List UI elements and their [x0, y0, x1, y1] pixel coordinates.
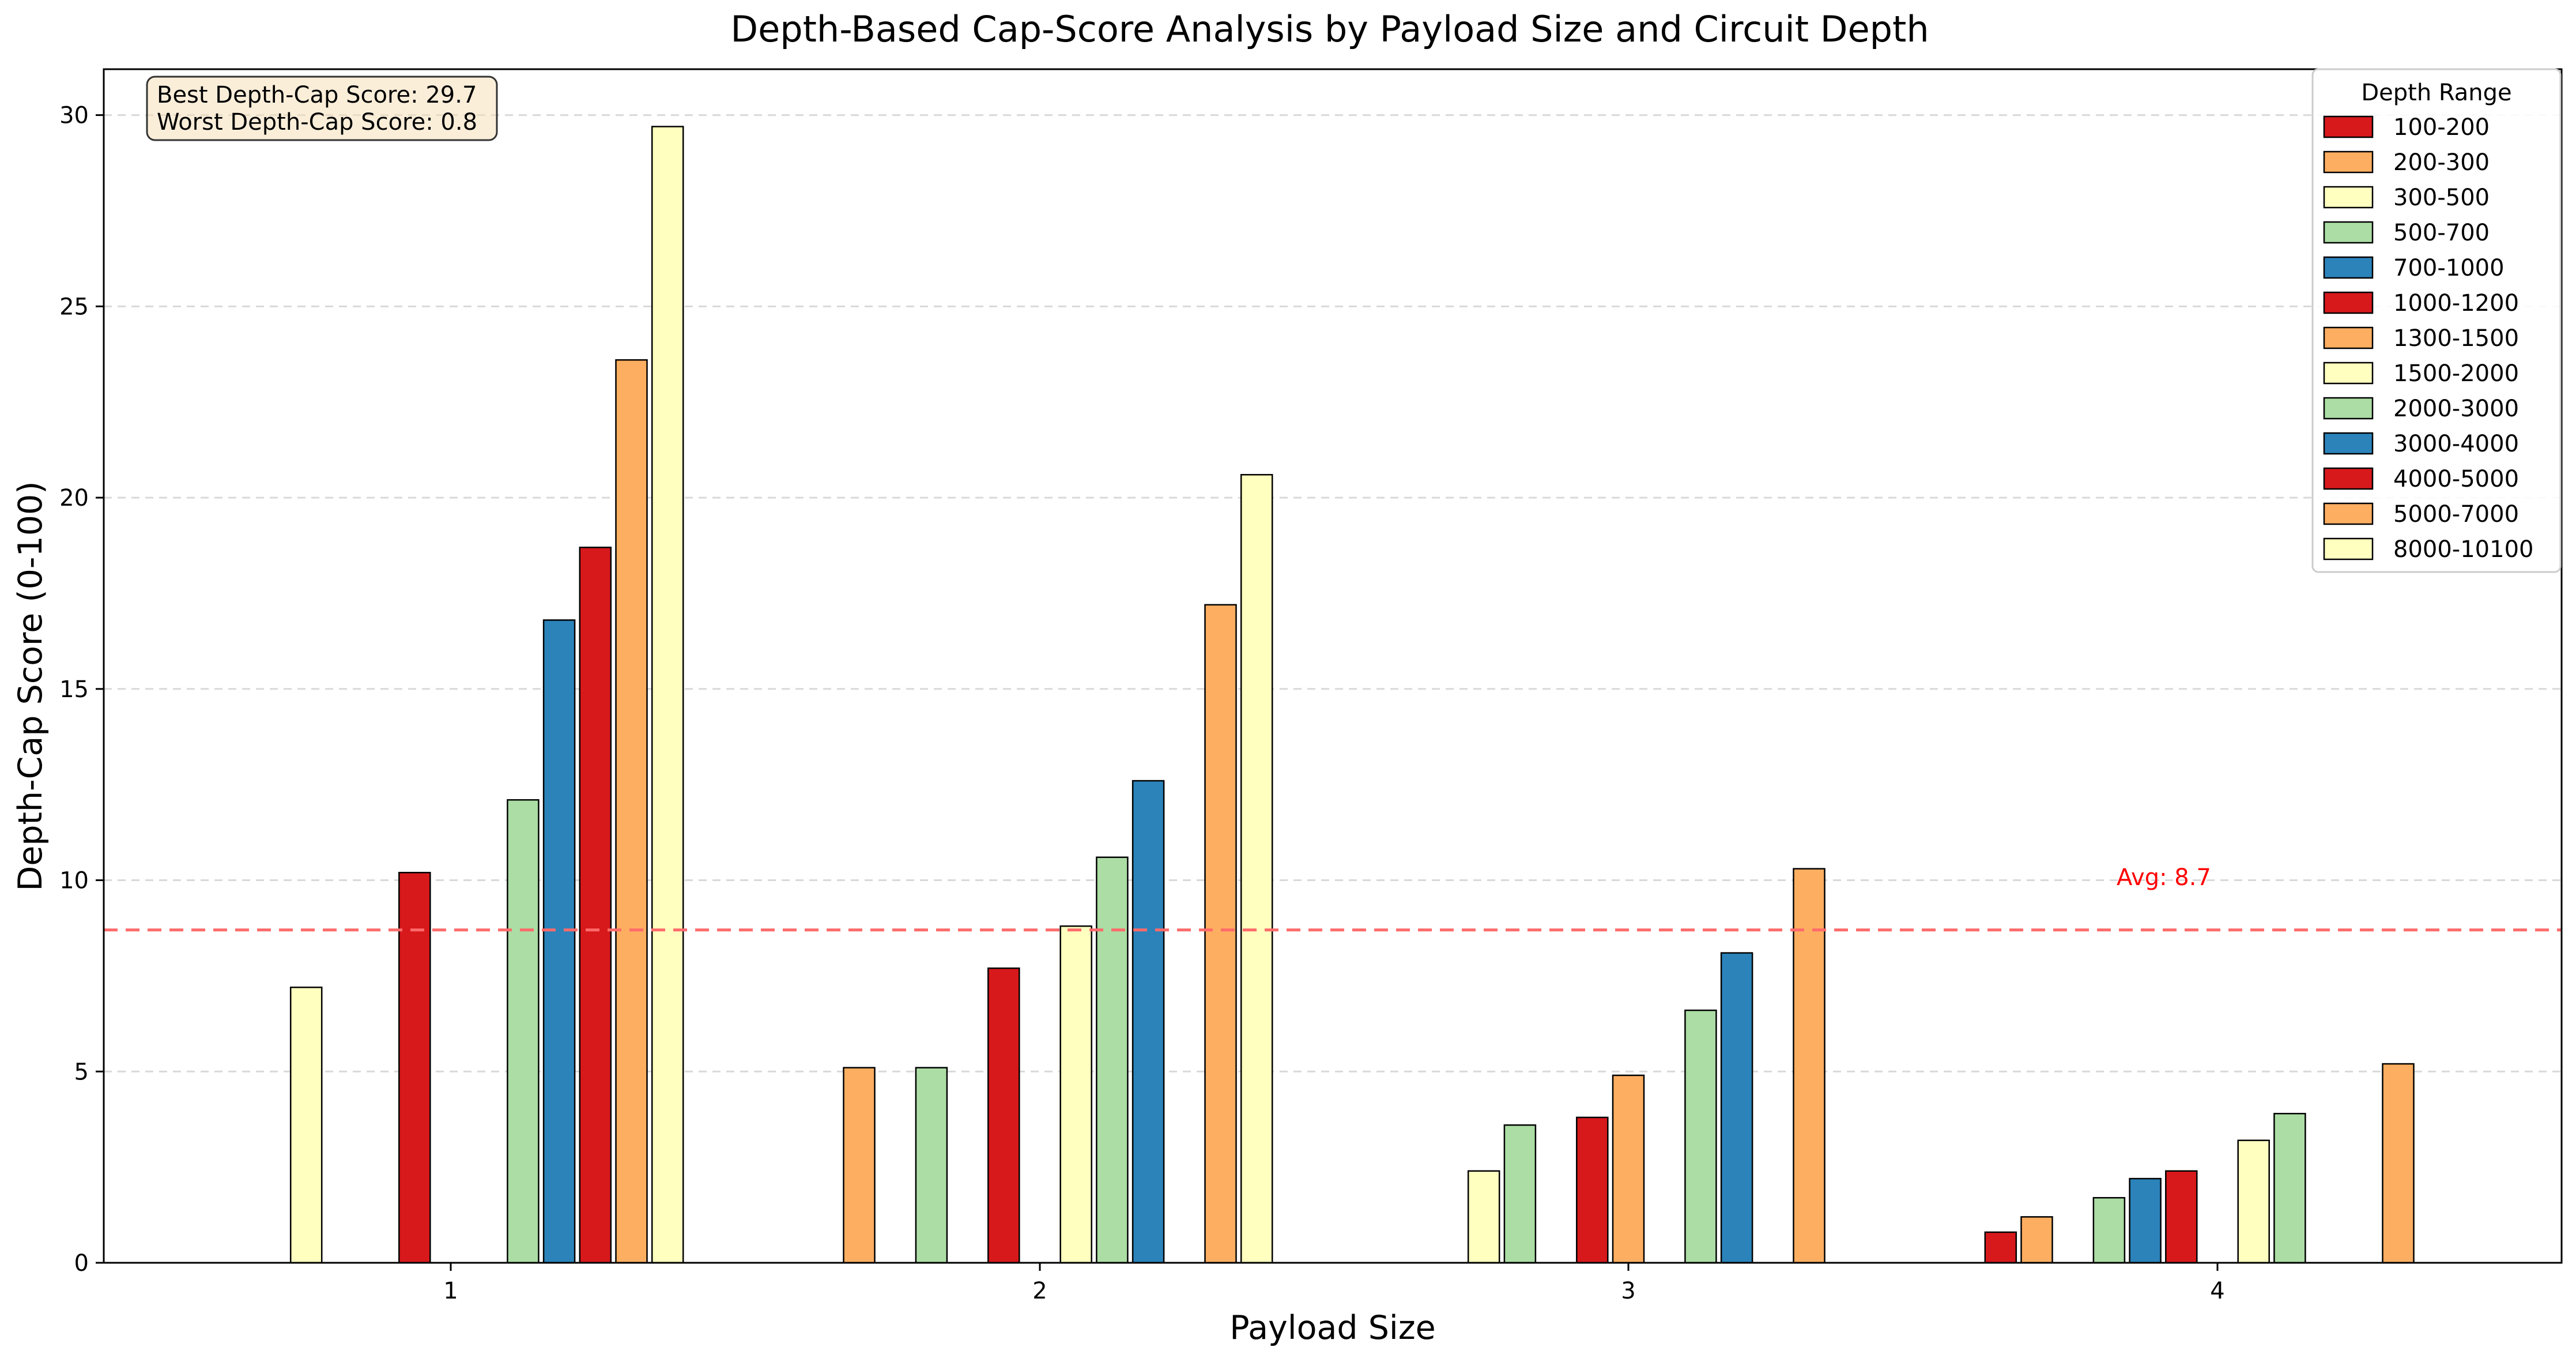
bar: [1059, 925, 1092, 1264]
legend-swatch: [2323, 502, 2374, 525]
legend-frame: [2311, 68, 2562, 573]
x-tick-label: 3: [1621, 1278, 1635, 1304]
y-axis-label: Depth-Cap Score (0-100): [12, 481, 50, 891]
y-tick-label: 20: [59, 485, 89, 511]
bar: [2382, 1063, 2415, 1264]
legend-label: 2000-3000: [2393, 396, 2519, 422]
bar: [651, 126, 684, 1264]
bar: [2165, 1170, 2198, 1264]
legend-label: 200-300: [2393, 149, 2490, 176]
legend-swatch: [2323, 186, 2374, 209]
bar: [2129, 1177, 2162, 1264]
legend-swatch: [2323, 291, 2374, 314]
legend-item: 200-300: [2323, 149, 2490, 176]
bar: [2273, 1113, 2306, 1264]
legend-item: 8000-10100: [2323, 536, 2533, 563]
legend-swatch: [2323, 467, 2374, 490]
y-tick-label: 30: [59, 103, 89, 129]
legend-title: Depth Range: [2361, 80, 2511, 106]
plot-frame: [103, 68, 2563, 1264]
legend-item: 2000-3000: [2323, 396, 2519, 422]
legend-swatch: [2323, 115, 2374, 138]
bar: [1132, 780, 1165, 1264]
legend-label: 700-1000: [2393, 255, 2505, 281]
bar: [542, 619, 576, 1264]
legend-label: 8000-10100: [2393, 536, 2533, 563]
average-label: Avg: 8.7: [2117, 864, 2211, 891]
bar: [579, 547, 612, 1264]
x-tick-label: 2: [1032, 1278, 1047, 1304]
bar: [2237, 1139, 2270, 1264]
bar: [1720, 952, 1753, 1264]
bar: [2020, 1216, 2053, 1264]
bar: [1204, 604, 1237, 1264]
bar: [1240, 474, 1273, 1264]
legend-swatch: [2323, 326, 2374, 349]
bar: [615, 359, 648, 1264]
bars: [289, 126, 2415, 1264]
legend-label: 5000-7000: [2393, 501, 2519, 528]
bar: [1684, 1009, 1717, 1264]
bar: [1612, 1074, 1645, 1264]
y-tick-label: 10: [59, 868, 89, 894]
bar: [987, 967, 1020, 1264]
axes: 0 5 10 15 20 25 30 1 2 3 4: [59, 68, 2563, 1304]
bar: [398, 872, 431, 1264]
bar: [1576, 1116, 1609, 1264]
bar: [1793, 868, 1826, 1264]
x-tick-label: 1: [443, 1278, 458, 1304]
worst-score-text: Worst Depth-Cap Score: 0.8: [157, 109, 477, 136]
legend-label: 1000-1200: [2393, 290, 2519, 317]
legend-label: 3000-4000: [2393, 431, 2519, 457]
legend-item: 300-500: [2323, 185, 2490, 211]
legend-swatch: [2323, 432, 2374, 455]
average-line-group: Avg: 8.7: [104, 864, 2562, 932]
legend-item: 700-1000: [2323, 255, 2505, 281]
legend-label: 500-700: [2393, 220, 2490, 246]
legend-item: 1500-2000: [2323, 360, 2519, 387]
bar: [915, 1067, 948, 1264]
y-tick-label: 15: [59, 676, 89, 703]
legend-item: 4000-5000: [2323, 466, 2519, 492]
grid-lines: [104, 114, 2562, 1073]
legend-swatch: [2323, 362, 2374, 385]
legend-label: 1500-2000: [2393, 360, 2519, 387]
y-tick-label: 0: [74, 1250, 89, 1277]
legend-label: 300-500: [2393, 185, 2490, 211]
bar: [1467, 1170, 1500, 1264]
x-axis-label: Payload Size: [1229, 1309, 1435, 1347]
legend-swatch: [2323, 221, 2374, 244]
bar: [289, 987, 323, 1264]
legend-item: 100-200: [2323, 114, 2490, 141]
legend-label: 100-200: [2393, 114, 2490, 141]
legend-swatch: [2323, 150, 2374, 174]
x-tick-label: 4: [2210, 1278, 2224, 1304]
bar: [1984, 1231, 2017, 1264]
legend-item: 1000-1200: [2323, 290, 2519, 317]
bar: [1503, 1124, 1537, 1264]
legend-swatch: [2323, 397, 2374, 420]
legend-swatch: [2323, 256, 2374, 279]
legend-label: 1300-1500: [2393, 325, 2519, 352]
bar: [1096, 856, 1129, 1264]
legend-swatch: [2323, 537, 2374, 560]
legend-item: 5000-7000: [2323, 501, 2519, 528]
legend-item: 1300-1500: [2323, 325, 2519, 352]
bar: [2092, 1196, 2126, 1264]
legend-item: 3000-4000: [2323, 431, 2519, 457]
bar: [507, 799, 540, 1264]
legend-item: 500-700: [2323, 220, 2490, 246]
best-score-text: Best Depth-Cap Score: 29.7: [157, 82, 477, 108]
y-tick-label: 5: [74, 1059, 89, 1085]
chart-title: Depth-Based Cap-Score Analysis by Payloa…: [730, 8, 1929, 50]
legend-label: 4000-5000: [2393, 466, 2519, 492]
y-tick-label: 25: [59, 293, 89, 320]
bar: [843, 1067, 876, 1264]
best-worst-annotation: Best Depth-Cap Score: 29.7 Worst Depth-C…: [146, 76, 498, 141]
legend: Depth Range 100-200 200-300 300-500 500-700…: [2311, 68, 2562, 573]
